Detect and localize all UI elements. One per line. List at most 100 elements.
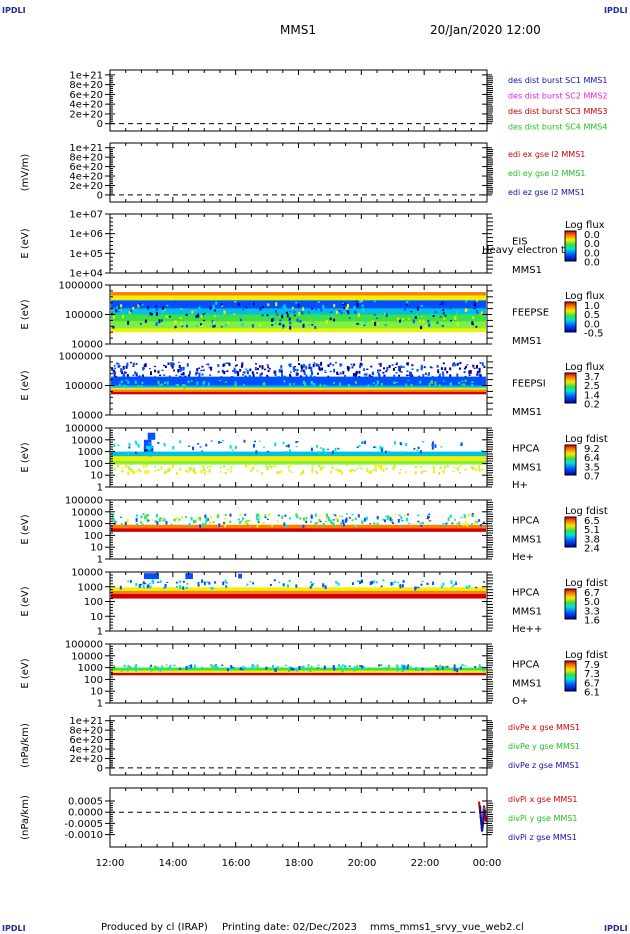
spectrogram-pixel (135, 372, 138, 375)
spectrogram-pixel (262, 521, 265, 525)
spectrogram-pixel (179, 585, 182, 590)
spectrogram-pixel (125, 365, 128, 369)
spectrogram-pixel (369, 523, 372, 525)
spectrogram-pixel (201, 365, 204, 368)
spectrogram-pixel (361, 520, 364, 525)
spectrogram-pixel (323, 665, 326, 670)
spectrogram-pixel (321, 367, 324, 371)
spectrogram-pixel (208, 469, 211, 473)
spectrogram-pixel (261, 365, 264, 367)
spectrogram-pixel (416, 306, 419, 311)
spectrogram-pixel (444, 465, 447, 469)
spectrogram-pixel (371, 320, 374, 323)
spectrogram-pixel (246, 523, 249, 525)
spectrogram-pixel (135, 470, 138, 472)
spectrogram-pixel (196, 381, 199, 385)
spectrogram-pixel (446, 371, 449, 374)
spectrogram-pixel (385, 667, 388, 671)
spectrogram-pixel (405, 517, 408, 522)
spectrogram-pixel (376, 522, 379, 526)
spectrogram-pixel (210, 664, 212, 666)
spectrogram-pixel (266, 364, 269, 366)
spectrogram-pixel (419, 380, 422, 384)
colorbar-value: 0.5 (584, 310, 600, 321)
spectrogram-pixel (464, 521, 467, 523)
spectrogram-pixel (471, 384, 474, 389)
spectrogram-band (111, 314, 486, 322)
spectrogram-pixel (442, 582, 445, 586)
spectrogram-pixel (478, 468, 481, 472)
spectrogram-pixel (422, 470, 425, 473)
spectrogram-pixel (418, 375, 421, 377)
colorbar-title: Log fdist (565, 650, 608, 661)
spectrogram-pixel (332, 519, 335, 521)
spectrogram-pixel (460, 442, 463, 446)
spectrogram-pixel (434, 444, 437, 448)
spectrogram-pixel (141, 374, 144, 378)
spectrogram-pixel (200, 325, 203, 327)
spectrogram-pixel (307, 664, 310, 666)
spectrogram-pixel (358, 445, 361, 447)
spectrogram-pixel (298, 666, 301, 670)
spectrogram-pixel (159, 374, 162, 377)
spectrogram-pixel (127, 451, 130, 455)
spectrogram-pixel (242, 309, 245, 311)
spectrogram-pixel (454, 581, 457, 584)
spectrogram-pixel (424, 372, 427, 375)
spectrogram-pixel (400, 371, 403, 373)
spectrogram-pixel (204, 522, 207, 527)
spectrogram-pixel (372, 382, 375, 384)
spectrogram-pixel (411, 364, 414, 367)
spectrogram-pixel (142, 367, 145, 371)
spectrogram-pixel (139, 470, 142, 473)
spectrogram-pixel (332, 450, 334, 455)
spectrogram-pixel (230, 467, 233, 470)
spectrogram-pixel (473, 302, 476, 306)
spectrogram-pixel (385, 370, 388, 373)
spectrogram-pixel (132, 307, 135, 310)
y-axis-label: (nPa/km) (20, 723, 31, 768)
spectrogram-pixel (267, 303, 270, 307)
spectrogram-pixel (407, 374, 410, 377)
spectrogram-pixel (282, 324, 285, 328)
spectrogram-pixel (380, 463, 383, 467)
colorbar-title: Log fdist (565, 506, 608, 517)
spectrogram-pixel (259, 307, 262, 311)
spectrogram-pixel (203, 312, 206, 315)
spectrogram-pixel (351, 582, 354, 586)
y-tick-label: 1e+06 (69, 229, 103, 240)
spectrogram-pixel (169, 665, 172, 670)
spectrogram-pixel (256, 664, 259, 668)
spectrogram-pixel (439, 467, 442, 470)
spectrogram-pixel (314, 326, 317, 329)
spectrogram-pixel (468, 313, 471, 315)
spectrogram-pixel (388, 365, 391, 369)
spectrogram-pixel (442, 469, 445, 474)
spectrogram-pixel (288, 319, 291, 322)
spectrogram-pixel (315, 522, 318, 524)
spectrogram-pixel (402, 318, 404, 320)
spectrogram-pixel (126, 667, 129, 672)
spectrogram-pixel (330, 311, 333, 313)
y-tick-label: -0.0010 (64, 830, 103, 841)
spectrogram-pixel (313, 383, 316, 387)
spectrogram-pixel (349, 517, 351, 519)
spectrogram-pixel (334, 361, 337, 364)
spectrogram-band (111, 461, 486, 465)
spectrogram-pixel (427, 374, 430, 376)
spectrogram-pixel (373, 314, 376, 316)
spectrogram-pixel (419, 450, 422, 454)
spectrogram-pixel (361, 665, 364, 669)
spectrogram-pixel (402, 580, 405, 583)
spectrogram-pixel (284, 664, 287, 666)
y-tick-label: 100 (84, 531, 103, 542)
spectrogram-pixel (412, 319, 415, 324)
spectrogram-pixel (395, 372, 398, 374)
spectrogram-pixel (442, 312, 445, 315)
spectrogram-pixel (223, 668, 225, 670)
spectrogram-pixel (273, 464, 276, 468)
spectrogram-pixel (219, 380, 221, 382)
spectrogram-pixel (376, 317, 378, 319)
spectrogram-pixel (197, 583, 200, 587)
